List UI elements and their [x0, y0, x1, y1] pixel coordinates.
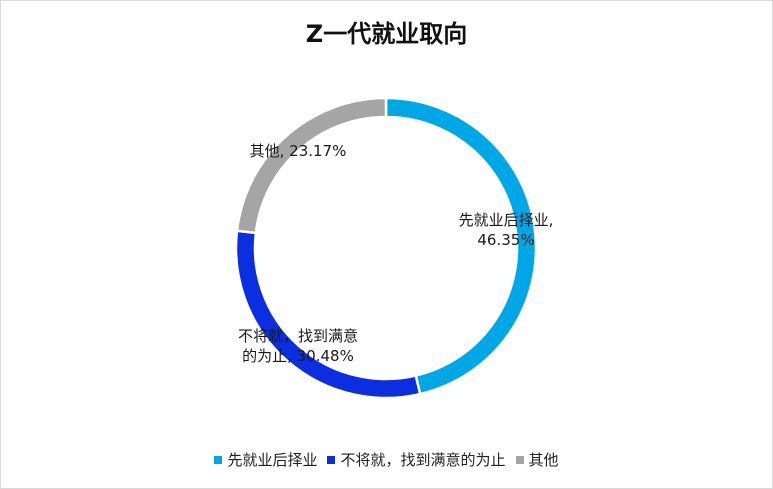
- legend-swatch: [327, 455, 336, 464]
- legend-label: 先就业后择业: [227, 451, 318, 469]
- data-label-2: 不将就，找到满意的为止, 30.48%: [238, 327, 358, 365]
- chart-legend: 先就业后择业 不将就，找到满意的为止 其他: [0, 449, 773, 470]
- legend-label: 其他: [528, 451, 559, 469]
- legend-label: 不将就，找到满意的为止: [340, 451, 506, 469]
- legend-item-1: 先就业后择业: [214, 449, 317, 470]
- data-label-3: 其他, 23.17%: [250, 142, 347, 160]
- chart-title: Z一代就业取向: [305, 20, 468, 48]
- legend-item-3: 其他: [515, 449, 559, 470]
- donut-slice-2: [234, 229, 422, 400]
- donut-slice-3: [235, 96, 388, 235]
- legend-swatch: [214, 455, 223, 464]
- legend-item-2: 不将就，找到满意的为止: [327, 449, 506, 470]
- data-label-1: 先就业后择业, 46.35%: [459, 211, 554, 249]
- legend-swatch: [515, 455, 524, 464]
